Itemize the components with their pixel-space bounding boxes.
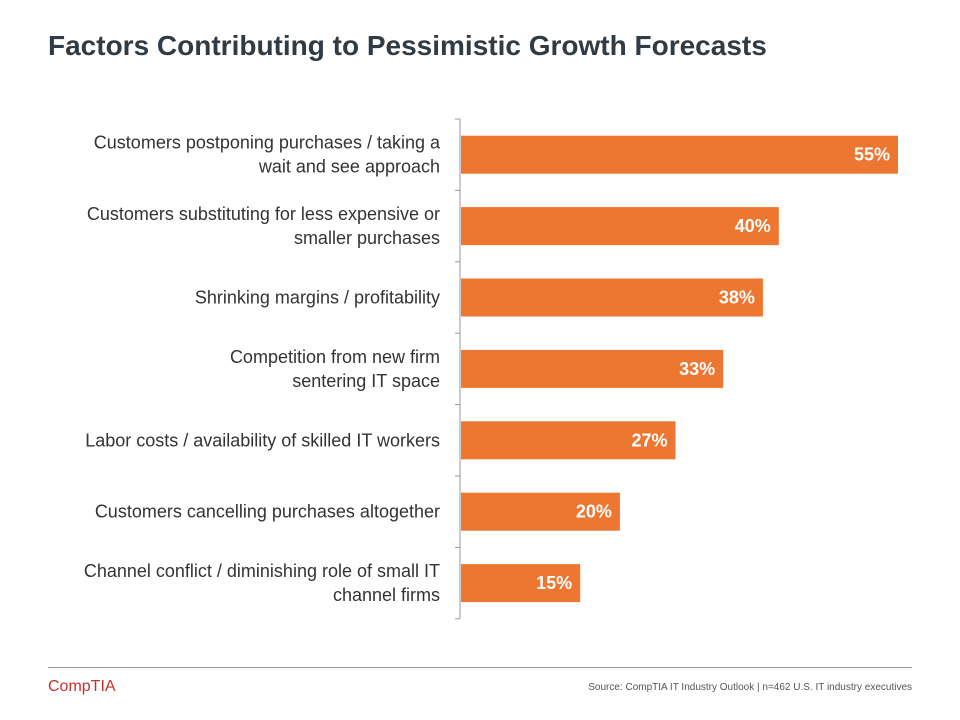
bar-chart: 55% Customers postponing purchases / taki… [84, 118, 898, 620]
data-label: 38% [719, 288, 755, 308]
category-label: Labor costs / availability of skilled IT… [85, 430, 440, 450]
comptia-logo: CompTIA [48, 678, 116, 695]
category-label: Customers postponing purchases / taking … [94, 133, 441, 177]
category-label: Shrinking margins / profitability [195, 288, 440, 308]
bar [461, 492, 620, 531]
data-label: 27% [631, 430, 667, 450]
data-label: 15% [536, 573, 572, 593]
category-label: Competition from new firm sentering IT sp… [230, 347, 440, 391]
category-label: Customers cancelling purchases altogethe… [95, 502, 440, 522]
bar [461, 349, 724, 388]
bar [461, 207, 779, 246]
footer-divider [48, 667, 912, 668]
bar [461, 421, 676, 460]
bar [461, 135, 898, 174]
chart-title: Factors Contributing to Pessimistic Grow… [48, 30, 767, 61]
bar [461, 278, 763, 317]
category-label: Channel conflict / diminishing role of s… [84, 561, 440, 605]
source-note: Source: CompTIA IT Industry Outlook | n=… [588, 682, 912, 693]
bar [461, 564, 581, 603]
data-label: 33% [679, 359, 715, 379]
data-label: 20% [576, 502, 612, 522]
category-label: Customers substituting for less expensiv… [87, 204, 440, 248]
data-label: 40% [735, 216, 771, 236]
data-label: 55% [854, 145, 890, 165]
